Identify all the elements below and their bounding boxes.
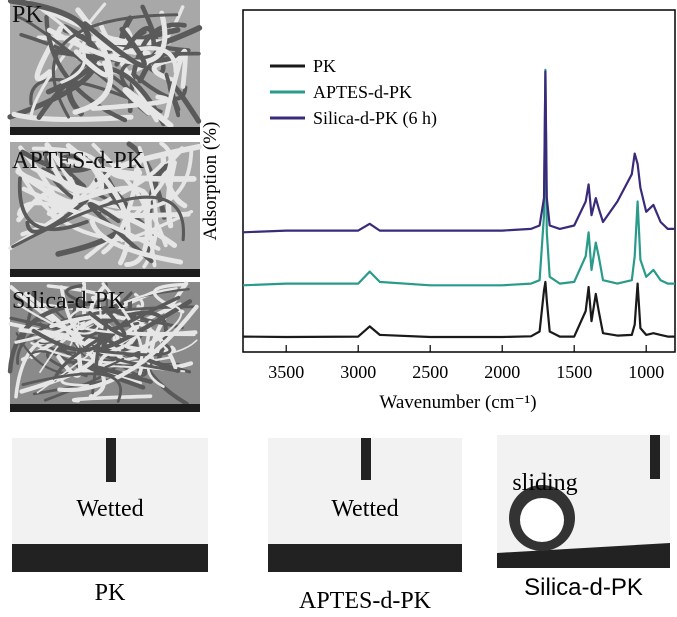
legend-label: Silica-d-PK (6 h) [313, 108, 437, 129]
wetted-film [12, 544, 208, 572]
photo-caption: APTES-d-PK [299, 588, 432, 612]
x-axis-title: Wavenumber (cm⁻¹) [379, 392, 536, 413]
legend-label: PK [313, 56, 336, 76]
plot-frame [243, 10, 675, 352]
sem-scale-strip [10, 404, 200, 412]
spectrum-line [243, 70, 675, 285]
x-tick-label: 3000 [340, 362, 376, 382]
x-tick-label: 1500 [556, 362, 592, 382]
y-axis-title: Adsorption (%) [200, 122, 221, 241]
sem-scale-strip [10, 127, 200, 135]
sem-label: PK [12, 2, 43, 28]
photo-annotation: Wetted [76, 496, 143, 522]
x-tick-label: 2500 [412, 362, 448, 382]
photo-annotation: sliding [512, 470, 577, 496]
photo-caption: PK [95, 580, 126, 606]
x-tick-label: 1000 [628, 362, 664, 382]
needle [361, 438, 371, 480]
page: PK APTES-d-PK Silica-d-PK Wetted PK Wetted AP… [0, 0, 677, 617]
needle [650, 435, 660, 479]
contact-column: Wetted PK Wetted APTES-d-PK sliding Silica-d-… [12, 435, 670, 612]
sem-scale-strip [10, 269, 200, 277]
sem-label: APTES-d-PK [12, 148, 145, 174]
wetted-film [268, 544, 462, 572]
photo-annotation: Wetted [331, 496, 398, 522]
droplet-highlight [520, 498, 564, 542]
legend-label: APTES-d-PK [313, 82, 412, 102]
figure: PK APTES-d-PK Silica-d-PK Wetted PK Wetted AP… [0, 0, 677, 612]
needle [106, 438, 116, 482]
sem-label: Silica-d-PK [12, 288, 126, 314]
x-tick-label: 2000 [484, 362, 520, 382]
x-tick-label: 3500 [268, 362, 304, 382]
sem-column: PK APTES-d-PK Silica-d-PK [10, 0, 200, 412]
photo-caption: Silica-d-PK [524, 574, 643, 601]
spectrum-line [243, 282, 675, 337]
spectrum-line [243, 72, 675, 233]
